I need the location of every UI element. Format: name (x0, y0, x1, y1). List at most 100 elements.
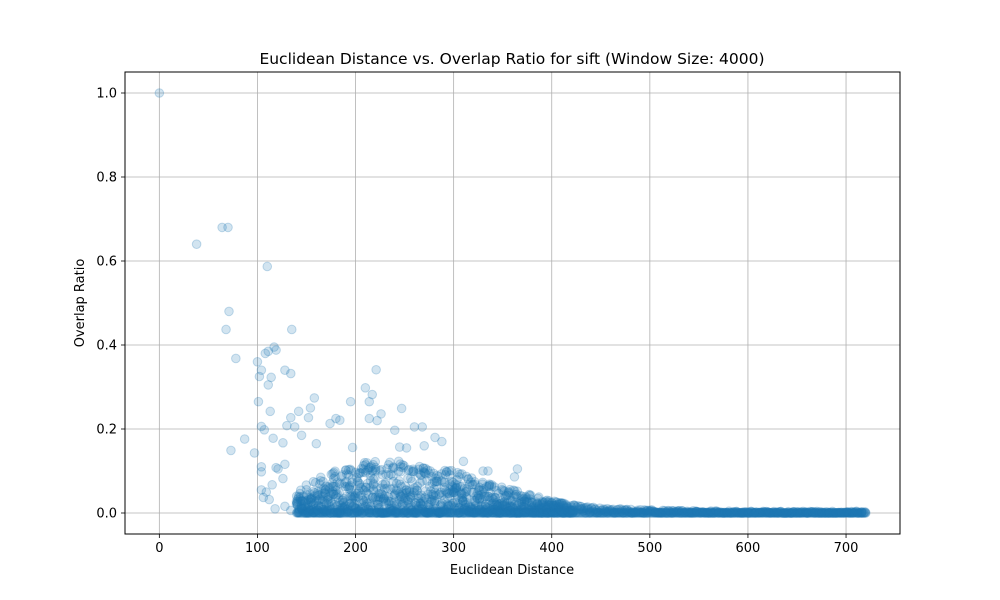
data-point (305, 494, 316, 504)
data-point (381, 508, 391, 518)
data-point (253, 396, 264, 407)
data-point (352, 488, 363, 498)
data-point (346, 508, 357, 518)
data-point (332, 500, 342, 511)
data-point (265, 406, 275, 417)
data-point (378, 508, 389, 518)
data-point (368, 480, 379, 490)
data-point (350, 467, 361, 478)
data-point (368, 492, 378, 503)
data-point (366, 505, 377, 515)
data-point (377, 508, 388, 518)
data-point (306, 497, 316, 507)
data-point (351, 472, 362, 483)
x-tick-label: 700 (834, 541, 859, 556)
data-point (282, 420, 292, 431)
data-point (308, 508, 318, 518)
data-point (374, 508, 384, 518)
data-point (360, 467, 371, 478)
data-point (345, 508, 356, 518)
data-point (361, 482, 371, 493)
data-point (306, 497, 317, 508)
data-point (360, 459, 371, 470)
data-point (311, 508, 321, 518)
data-point (339, 478, 350, 489)
data-point (353, 468, 364, 479)
data-point (299, 496, 310, 506)
data-point (364, 413, 375, 424)
data-point (340, 500, 350, 511)
data-point (294, 507, 304, 518)
data-point (291, 496, 302, 507)
data-point (365, 501, 376, 511)
data-point (301, 489, 312, 500)
data-point (330, 508, 340, 518)
data-point (317, 508, 328, 518)
data-point (337, 470, 348, 480)
data-point (360, 501, 370, 512)
data-point (339, 508, 350, 518)
data-point (376, 483, 387, 493)
data-point (336, 479, 347, 489)
data-point (313, 507, 324, 518)
data-point (377, 508, 387, 518)
data-point (319, 483, 329, 494)
data-point (380, 479, 391, 490)
data-point (335, 508, 346, 518)
data-point (327, 468, 338, 479)
data-point (376, 488, 386, 499)
data-point (331, 502, 341, 512)
data-point (262, 261, 273, 272)
data-point (383, 508, 394, 518)
data-point (355, 508, 365, 518)
data-point (309, 507, 319, 518)
data-point (312, 489, 323, 499)
data-point (335, 497, 345, 508)
data-point (363, 507, 374, 517)
data-point (339, 503, 350, 514)
data-point (346, 485, 356, 495)
data-point (339, 493, 349, 504)
data-point (259, 425, 270, 435)
data-point (373, 502, 384, 513)
data-point (221, 324, 231, 335)
data-point (327, 481, 338, 492)
data-point (343, 464, 354, 475)
data-point (294, 492, 304, 503)
data-point (278, 473, 288, 484)
data-point (350, 503, 361, 513)
data-point (324, 508, 335, 518)
data-point (335, 503, 346, 514)
data-point (325, 490, 336, 500)
data-point (380, 508, 391, 518)
data-point (352, 507, 363, 518)
x-tick-label: 100 (245, 541, 270, 556)
data-point (379, 508, 389, 518)
data-point (381, 498, 392, 508)
data-point (293, 507, 303, 518)
data-point (352, 476, 363, 486)
data-point (301, 480, 312, 490)
data-point (336, 508, 347, 518)
data-point (374, 494, 385, 505)
data-point (377, 506, 387, 517)
data-point (304, 493, 315, 503)
data-point (458, 456, 469, 467)
data-point (380, 496, 391, 506)
data-point (316, 485, 327, 495)
data-point (330, 491, 341, 501)
data-point (321, 504, 331, 514)
data-point (382, 508, 393, 518)
x-axis-label: Euclidean Distance (450, 563, 574, 578)
data-point (312, 505, 323, 515)
data-point (357, 508, 368, 518)
data-point (224, 306, 234, 317)
data-point (356, 463, 367, 474)
data-point (368, 478, 379, 489)
data-point (305, 508, 316, 518)
data-point (309, 507, 319, 518)
data-point (301, 505, 312, 516)
data-point (861, 508, 871, 518)
data-point (310, 506, 321, 517)
data-point (292, 498, 302, 509)
